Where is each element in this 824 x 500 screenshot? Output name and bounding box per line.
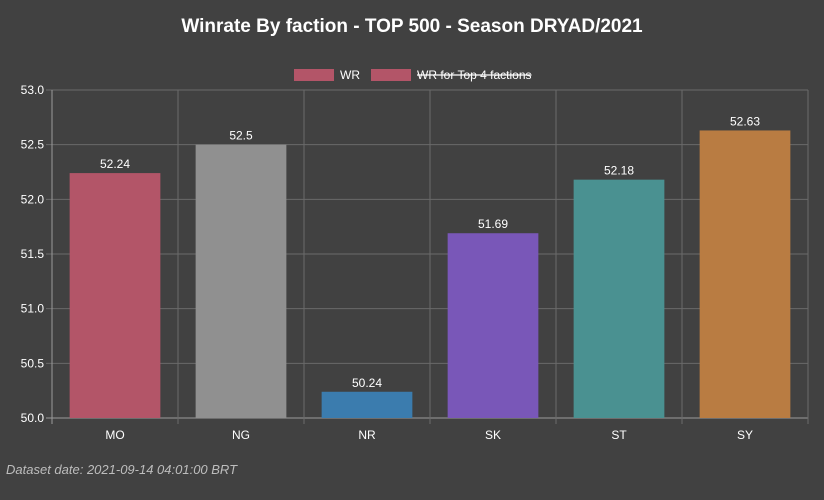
bar-sy bbox=[699, 130, 791, 418]
value-label-ng: 52.5 bbox=[229, 129, 253, 143]
value-label-st: 52.18 bbox=[604, 164, 634, 178]
x-tick-label-st: ST bbox=[611, 428, 627, 442]
x-tick-label-ng: NG bbox=[232, 428, 250, 442]
legend-item-1[interactable]: WR bbox=[294, 68, 360, 82]
legend-item-2[interactable]: WR for Top 4 factions bbox=[371, 68, 532, 82]
y-tick-label: 50.0 bbox=[21, 411, 45, 425]
value-label-nr: 50.24 bbox=[352, 376, 382, 390]
value-labels: 52.24 52.5 50.24 51.69 52.18 52.63 bbox=[100, 114, 760, 389]
x-tick-label-nr: NR bbox=[358, 428, 376, 442]
legend: WR WR for Top 4 factions bbox=[294, 68, 532, 82]
chart-title: Winrate By faction - TOP 500 - Season DR… bbox=[181, 16, 643, 37]
bars bbox=[69, 130, 791, 418]
bar-sk bbox=[447, 233, 539, 418]
value-label-mo: 52.24 bbox=[100, 157, 130, 171]
y-tick-label: 52.5 bbox=[21, 138, 45, 152]
y-tick-label: 52.0 bbox=[21, 192, 45, 206]
x-tick-label-sk: SK bbox=[485, 428, 501, 442]
dataset-date-footnote: Dataset date: 2021-09-14 04:01:00 BRT bbox=[6, 462, 238, 477]
axis: 50.0 50.5 51.0 51.5 52.0 52.5 53.0 MO NG NR SK ST SY bbox=[21, 83, 753, 442]
bar-st bbox=[573, 179, 665, 418]
grid-lines bbox=[46, 89, 809, 424]
legend-label: WR bbox=[340, 68, 360, 82]
bar-ng bbox=[195, 144, 287, 418]
y-tick-label: 53.0 bbox=[21, 83, 45, 97]
x-tick-label-sy: SY bbox=[737, 428, 753, 442]
legend-swatch bbox=[294, 69, 334, 81]
y-tick-label: 50.5 bbox=[21, 356, 45, 370]
y-tick-label: 51.5 bbox=[21, 247, 45, 261]
bar-mo bbox=[69, 173, 161, 418]
value-label-sy: 52.63 bbox=[730, 114, 760, 128]
bar-nr bbox=[321, 391, 413, 418]
x-tick-label-mo: MO bbox=[105, 428, 124, 442]
legend-swatch bbox=[371, 69, 411, 81]
value-label-sk: 51.69 bbox=[478, 217, 508, 231]
y-tick-label: 51.0 bbox=[21, 302, 45, 316]
